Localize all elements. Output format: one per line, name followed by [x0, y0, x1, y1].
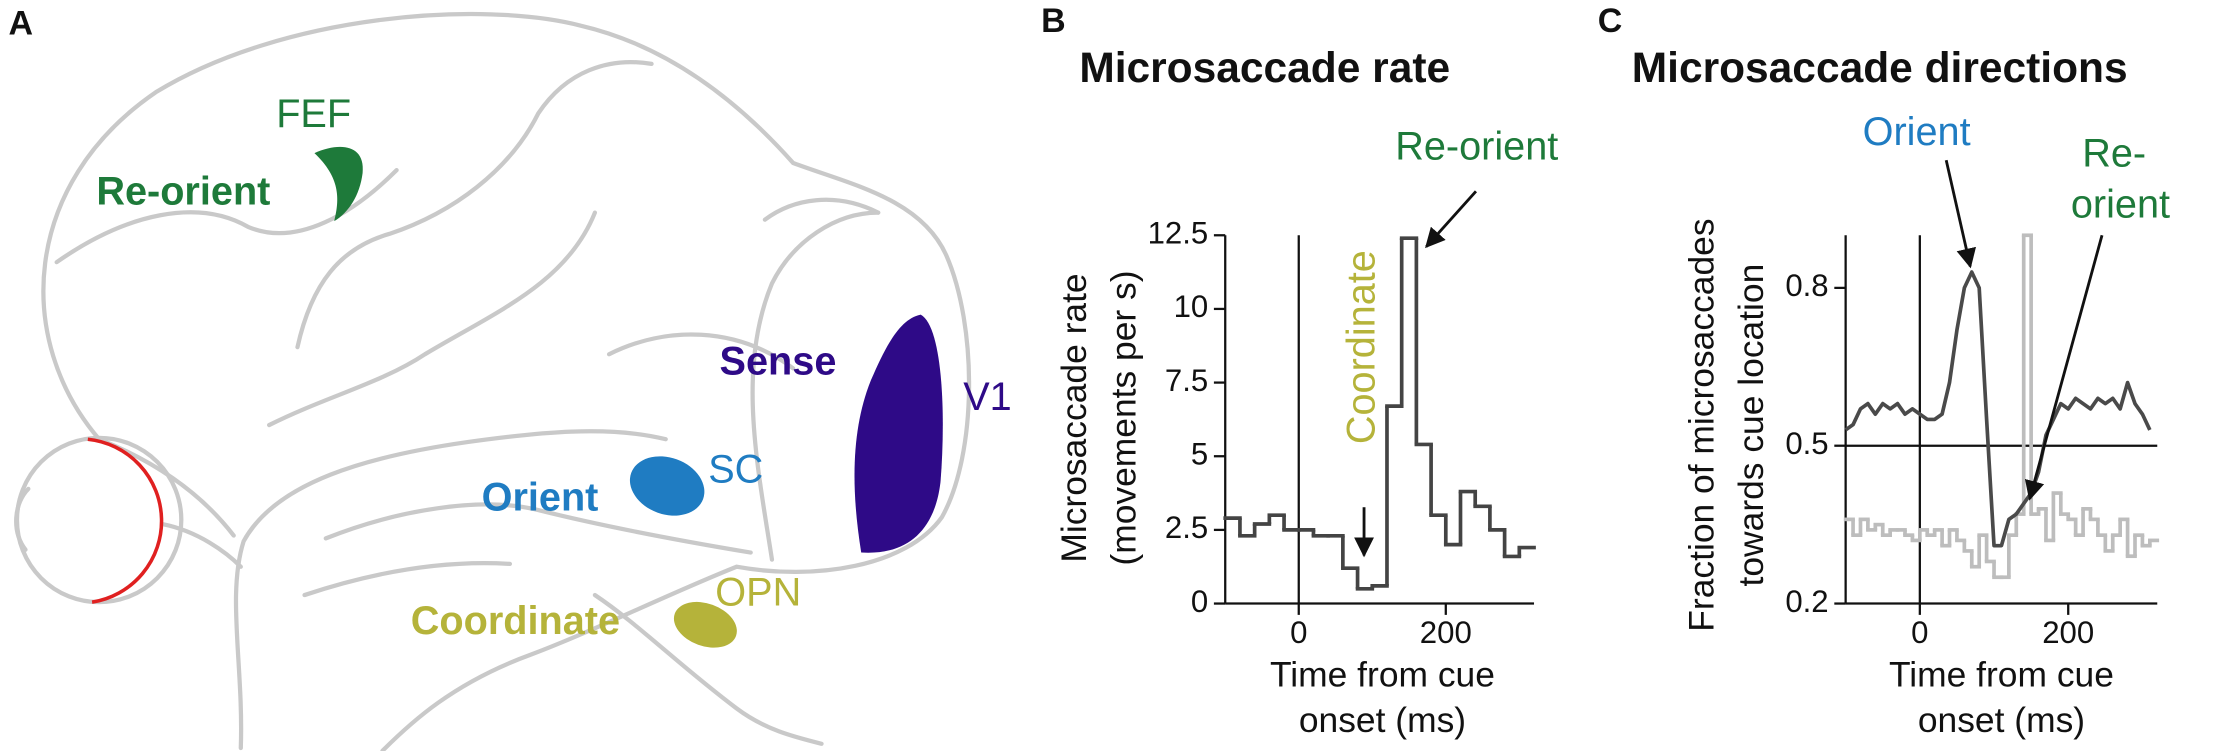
- sulcus: [160, 522, 243, 569]
- sulcus: [295, 60, 654, 350]
- panel-label: B: [1041, 2, 1066, 40]
- y-axis-label: towards cue location: [1731, 264, 1771, 587]
- region-function: Coordinate: [411, 599, 620, 643]
- sc-region: [629, 456, 705, 516]
- annotation-arrow: [2024, 234, 2104, 501]
- chart-title: Microsaccade rate: [1079, 45, 1450, 92]
- annotation: Re-orient: [1395, 124, 1558, 168]
- y-tick-label: 10: [1174, 289, 1209, 324]
- sulcus: [762, 197, 881, 222]
- fef-region: [314, 146, 363, 222]
- x-tick-label: 200: [2042, 615, 2094, 650]
- x-tick-label: 0: [1911, 615, 1928, 650]
- sulcus: [606, 332, 796, 371]
- x-axis-label: Time from cue: [1889, 655, 2114, 695]
- chart-title: Microsaccade directions: [1632, 45, 2128, 92]
- x-tick-label: 0: [1290, 615, 1307, 650]
- opn-region: [673, 601, 737, 648]
- annotation: Orient: [1863, 110, 1971, 154]
- y-tick-label: 0.5: [1785, 426, 1828, 461]
- x-axis-label: onset (ms): [1918, 700, 2085, 740]
- y-tick-label: 12.5: [1148, 216, 1209, 251]
- region-name: FEF: [276, 92, 351, 136]
- sulcus: [323, 502, 753, 555]
- panel-label: C: [1598, 2, 1623, 40]
- y-tick-label: 5: [1191, 436, 1208, 471]
- annotation-arrow: [1944, 159, 1977, 269]
- y-tick-label: 7.5: [1165, 363, 1208, 398]
- x-tick-label: 200: [1420, 615, 1472, 650]
- y-tick-label: 2.5: [1165, 510, 1208, 545]
- y-tick-label: 0.2: [1785, 584, 1828, 619]
- y-axis-label: (movements per s): [1103, 270, 1143, 565]
- eye: [14, 435, 184, 605]
- sulcus: [302, 561, 513, 598]
- region-name: SC: [708, 447, 763, 491]
- annotation: Coordinate: [1340, 250, 1384, 444]
- region-function: Sense: [720, 340, 837, 384]
- y-axis-label: Fraction of microsaccades: [1681, 218, 1721, 631]
- x-axis-label: onset (ms): [1299, 700, 1466, 740]
- annotation: Re-: [2082, 131, 2146, 175]
- panel-label: A: [8, 5, 33, 43]
- sulcus: [592, 592, 824, 746]
- sulcus: [54, 167, 399, 265]
- annotation-arrow: [1425, 190, 1477, 249]
- brain-diagram: A FEF Re-orient Sense V1 SC Orient OPN C…: [8, 5, 1012, 751]
- brain-outline: [233, 429, 668, 751]
- data-line: [1844, 270, 2152, 548]
- region-function: Orient: [482, 476, 599, 520]
- region-name: V1: [963, 375, 1012, 419]
- y-tick-label: 0.8: [1785, 268, 1828, 303]
- y-axis-label: Microsaccade rate: [1054, 273, 1094, 562]
- x-axis-label: Time from cue: [1270, 655, 1495, 695]
- brain-outline: [41, 11, 972, 751]
- region-name: OPN: [715, 571, 801, 615]
- region-function: Re-orient: [96, 170, 270, 214]
- sulcus: [750, 210, 881, 562]
- sulcus: [97, 437, 236, 538]
- v1-region: [854, 314, 943, 553]
- y-tick-label: 0: [1191, 584, 1208, 619]
- eye-rim: [87, 437, 164, 604]
- annotation: orient: [2071, 182, 2170, 226]
- sulcus: [267, 210, 598, 428]
